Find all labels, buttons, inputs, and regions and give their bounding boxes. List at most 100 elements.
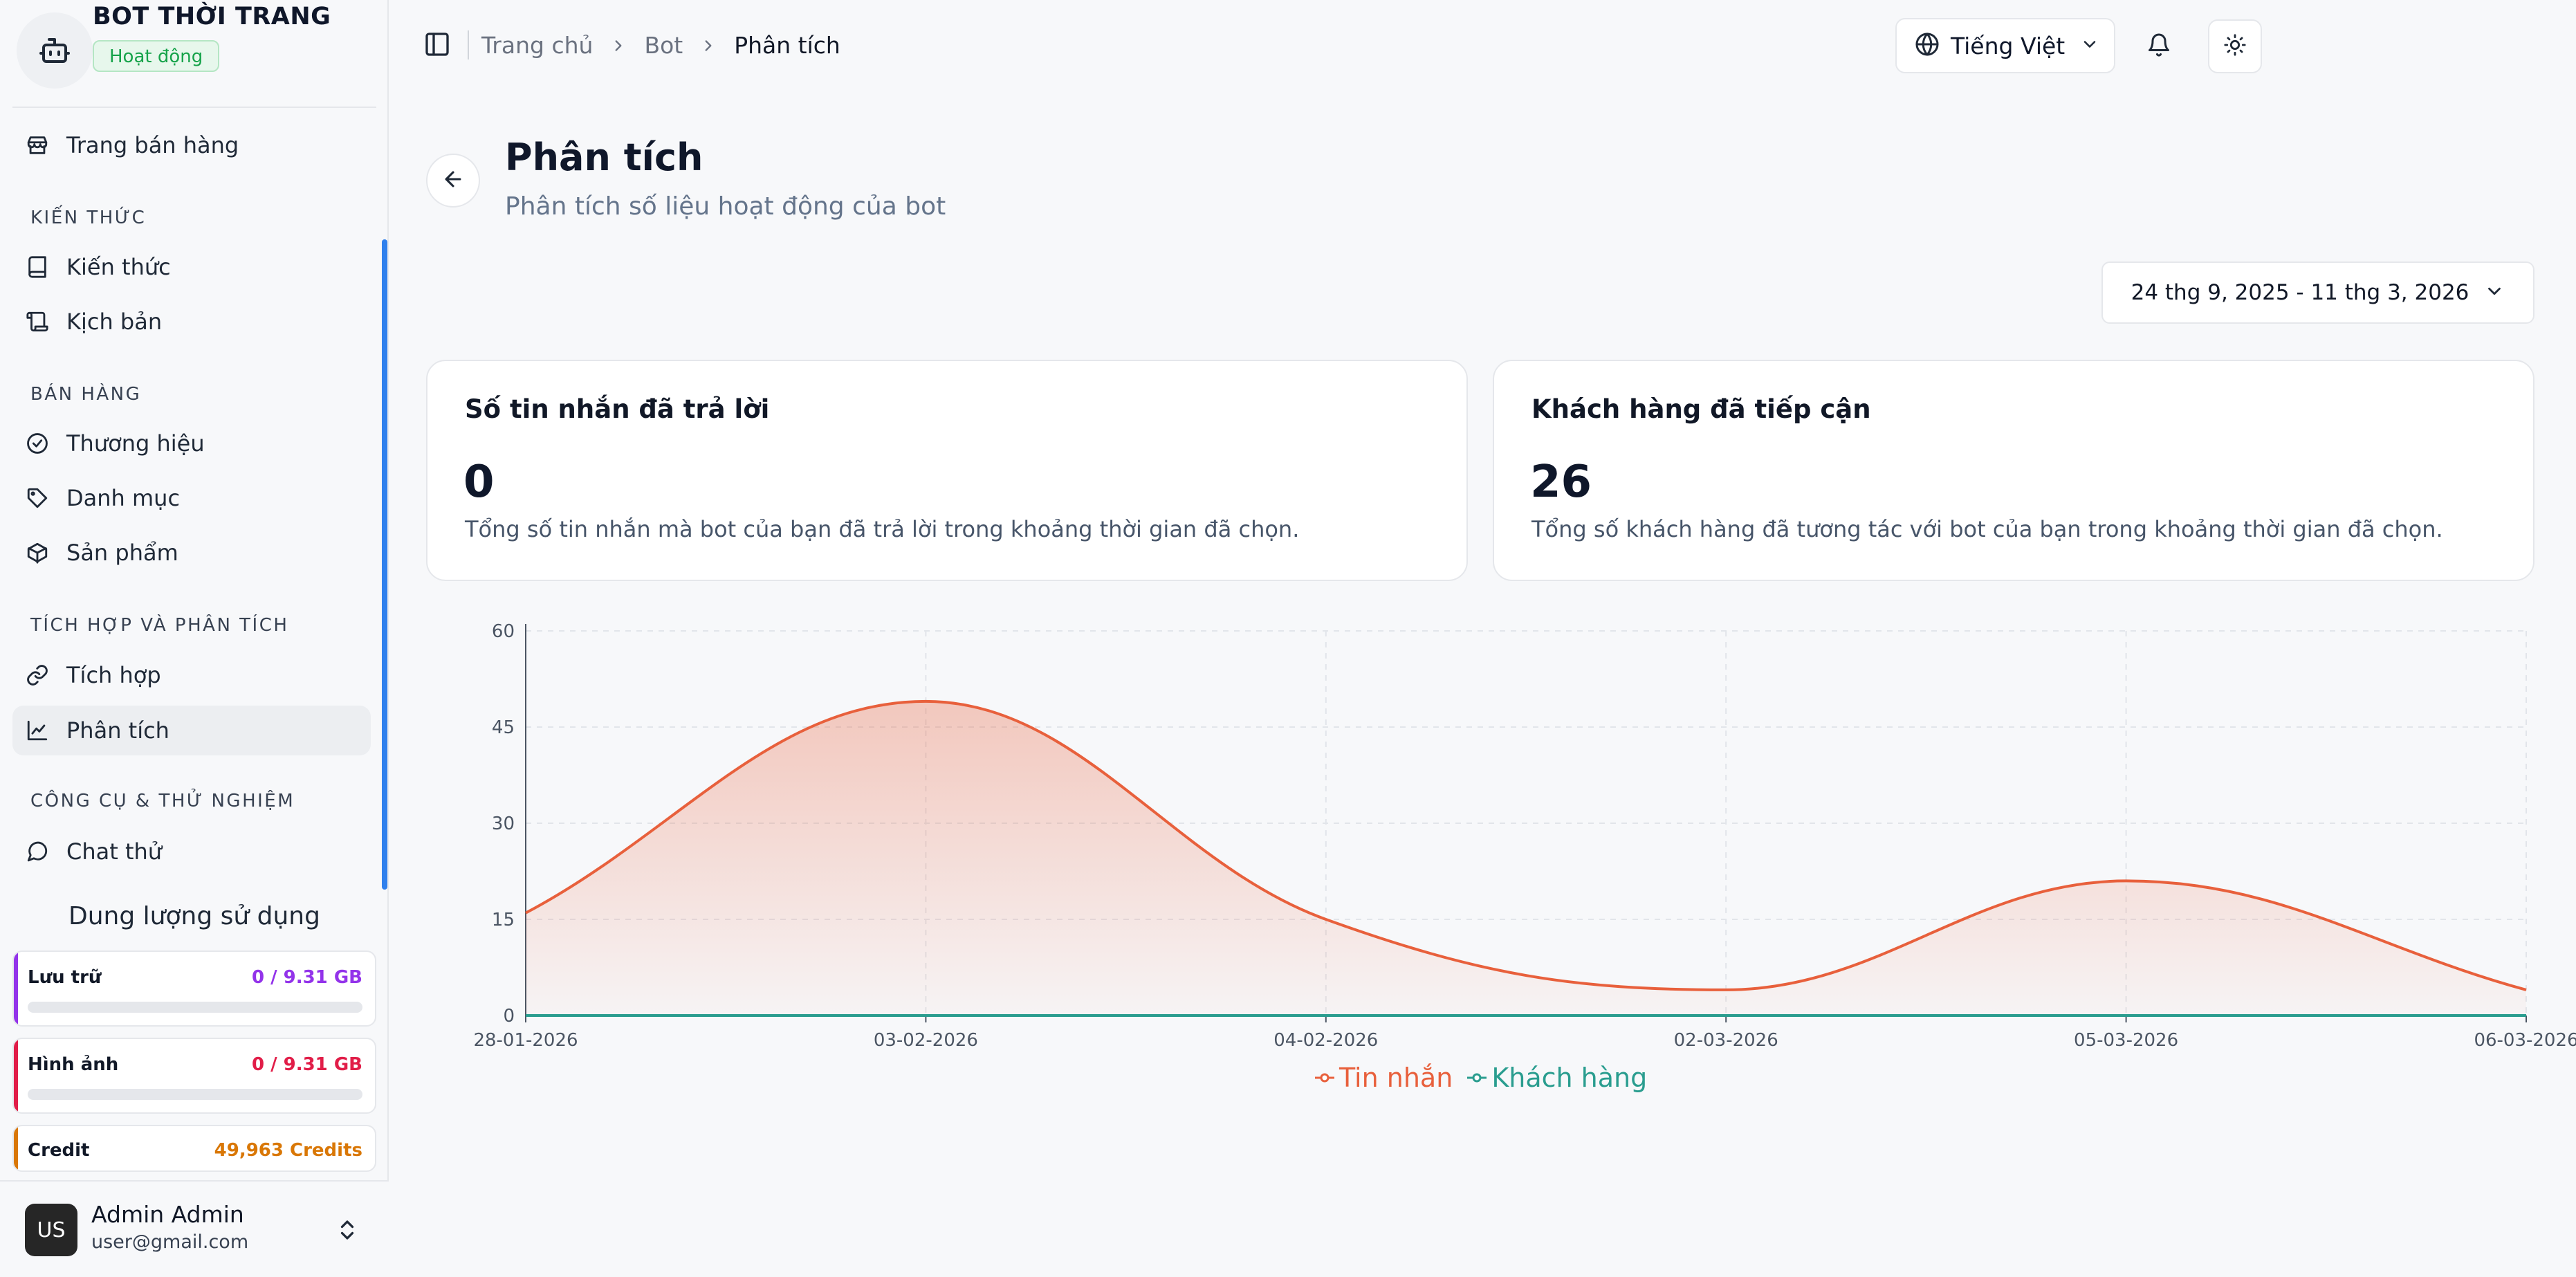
- sidebar-item-scripts[interactable]: Kịch bản: [12, 297, 371, 347]
- sidebar-item-knowledge[interactable]: Kiến thức: [12, 242, 371, 292]
- usage-label: Credit: [28, 1140, 90, 1161]
- y-tick-label: 0: [503, 1006, 515, 1027]
- y-tick-label: 30: [492, 814, 515, 834]
- sidebar-item-label: Danh mục: [66, 485, 181, 511]
- usage-label: Hình ảnh: [28, 1054, 119, 1075]
- usage-label: Lưu trữ: [28, 967, 102, 988]
- accent-bar: [14, 952, 18, 1025]
- breadcrumb-home[interactable]: Trang chủ: [481, 32, 594, 59]
- sidebar-item-label: Sản phẩm: [66, 540, 178, 566]
- chevrons-up-down-icon: [335, 1216, 360, 1247]
- stat-card-customers: Khách hàng đã tiếp cận 26 Tổng số khách …: [1493, 360, 2534, 581]
- stat-title: Khách hàng đã tiếp cận: [1531, 394, 1871, 424]
- sidebar-item-chat-test[interactable]: Chat thử: [12, 827, 371, 876]
- sidebar-item-analytics[interactable]: Phân tích: [12, 706, 371, 755]
- legend-label: Tin nhắn: [1339, 1063, 1453, 1093]
- sidebar-item-label: Phân tích: [66, 717, 169, 744]
- accent-bar: [14, 1039, 18, 1112]
- sidebar: BOT THỜI TRANG Hoạt động Trang bán hàng …: [0, 0, 389, 1277]
- x-tick-label: 04-02-2026: [1273, 1030, 1378, 1051]
- sidebar-item-categories[interactable]: Danh mục: [12, 473, 371, 523]
- store-icon: [24, 131, 51, 159]
- back-button[interactable]: [426, 154, 480, 208]
- bell-icon: [2146, 33, 2171, 60]
- legend-line-icon: [1467, 1073, 1487, 1083]
- sidebar-toggle-icon[interactable]: [423, 30, 451, 61]
- page-subtitle: Phân tích số liệu hoạt động của bot: [505, 192, 946, 221]
- usage-value: 0 / 9.31 GB: [251, 1054, 362, 1075]
- section-label-sales: BÁN HÀNG: [30, 384, 142, 405]
- breadcrumb-current: Phân tích: [734, 32, 840, 59]
- bot-header[interactable]: [17, 12, 93, 89]
- usage-card-images: Hình ảnh 0 / 9.31 GB: [12, 1038, 376, 1114]
- chevron-right-icon: [699, 37, 717, 55]
- stat-card-messages: Số tin nhắn đã trả lời 0 Tổng số tin nhắ…: [426, 360, 1468, 581]
- usage-value: 0 / 9.31 GB: [251, 967, 362, 988]
- language-select[interactable]: Tiếng Việt: [1895, 18, 2115, 73]
- section-label-tools: CÔNG CỤ & THỬ NGHIỆM: [30, 791, 295, 811]
- top-bar: Trang chủ Bot Phân tích: [390, 0, 2576, 91]
- page-title: Phân tích: [505, 136, 703, 179]
- bot-name: BOT THỜI TRANG: [93, 3, 331, 30]
- chevron-down-icon: [2080, 35, 2099, 57]
- badge-check-icon: [24, 430, 51, 457]
- link-icon: [24, 661, 51, 689]
- sidebar-item-brands[interactable]: Thương hiệu: [12, 419, 371, 468]
- y-tick-label: 15: [492, 910, 515, 930]
- sidebar-item-label: Trang bán hàng: [66, 132, 239, 158]
- arrow-left-icon: [441, 167, 465, 194]
- divider: [468, 30, 469, 59]
- message-circle-icon: [24, 838, 51, 865]
- date-range-label: 24 thg 9, 2025 - 11 thg 3, 2026: [2131, 280, 2469, 305]
- date-range-picker[interactable]: 24 thg 9, 2025 - 11 thg 3, 2026: [2101, 261, 2534, 324]
- x-tick-label: 28-01-2026: [473, 1030, 578, 1051]
- tags-icon: [24, 484, 51, 512]
- legend-label: Khách hàng: [1491, 1063, 1648, 1093]
- status-badge: Hoạt động: [93, 40, 220, 72]
- x-tick-label: 02-03-2026: [1674, 1030, 1778, 1051]
- sidebar-item-label: Kịch bản: [66, 309, 163, 335]
- legend-line-icon: [1315, 1073, 1334, 1083]
- legend-item-messages[interactable]: Tin nhắn: [1314, 1063, 1453, 1093]
- robot-icon: [17, 12, 93, 89]
- progress-bar: [28, 1002, 362, 1013]
- breadcrumb: Trang chủ Bot Phân tích: [481, 32, 840, 59]
- sidebar-item-label: Tích hợp: [66, 662, 161, 688]
- accent-bar: [14, 1126, 18, 1170]
- series-line-messages: [525, 699, 2527, 991]
- section-label-knowledge: KIẾN THỨC: [30, 208, 147, 228]
- sidebar-item-integrations[interactable]: Tích hợp: [12, 650, 371, 700]
- package-icon: [24, 539, 51, 567]
- legend-item-customers[interactable]: Khách hàng: [1466, 1063, 1647, 1093]
- notifications-button[interactable]: [2132, 19, 2186, 73]
- usage-card-credit: Credit 49,963 Credits: [12, 1125, 376, 1172]
- divider: [12, 107, 376, 108]
- user-menu[interactable]: US Admin Admin user@gmail.com: [0, 1180, 389, 1277]
- stat-description: Tổng số tin nhắn mà bot của bạn đã trả l…: [465, 516, 1300, 542]
- usage-title: Dung lượng sử dụng: [68, 902, 320, 930]
- theme-toggle-button[interactable]: [2208, 19, 2262, 73]
- user-email: user@gmail.com: [91, 1231, 249, 1253]
- section-label-integrations: TÍCH HỢP VÀ PHÂN TÍCH: [30, 615, 289, 636]
- y-tick-label: 45: [492, 717, 515, 738]
- sidebar-item-storefront[interactable]: Trang bán hàng: [12, 120, 371, 170]
- usage-card-storage: Lưu trữ 0 / 9.31 GB: [12, 950, 376, 1027]
- scroll-icon: [24, 308, 51, 336]
- chevron-down-icon: [2484, 281, 2505, 304]
- chevron-right-icon: [609, 37, 627, 55]
- line-chart-icon: [24, 717, 51, 744]
- series-area-messages: [526, 701, 2526, 1016]
- globe-icon: [1915, 32, 1940, 59]
- chart-legend: Tin nhắn Khách hàng: [1314, 1063, 1661, 1093]
- x-tick-label: 06-03-2026: [2474, 1030, 2576, 1051]
- avatar: US: [25, 1204, 77, 1256]
- stat-value: 26: [1530, 457, 1592, 508]
- usage-value: 49,963 Credits: [214, 1140, 362, 1161]
- x-tick-label: 03-02-2026: [874, 1030, 978, 1051]
- sidebar-item-label: Thương hiệu: [66, 430, 205, 457]
- scrollbar[interactable]: [382, 239, 387, 890]
- breadcrumb-bot[interactable]: Bot: [644, 32, 683, 59]
- progress-bar: [28, 1089, 362, 1100]
- sidebar-item-products[interactable]: Sản phẩm: [12, 528, 371, 578]
